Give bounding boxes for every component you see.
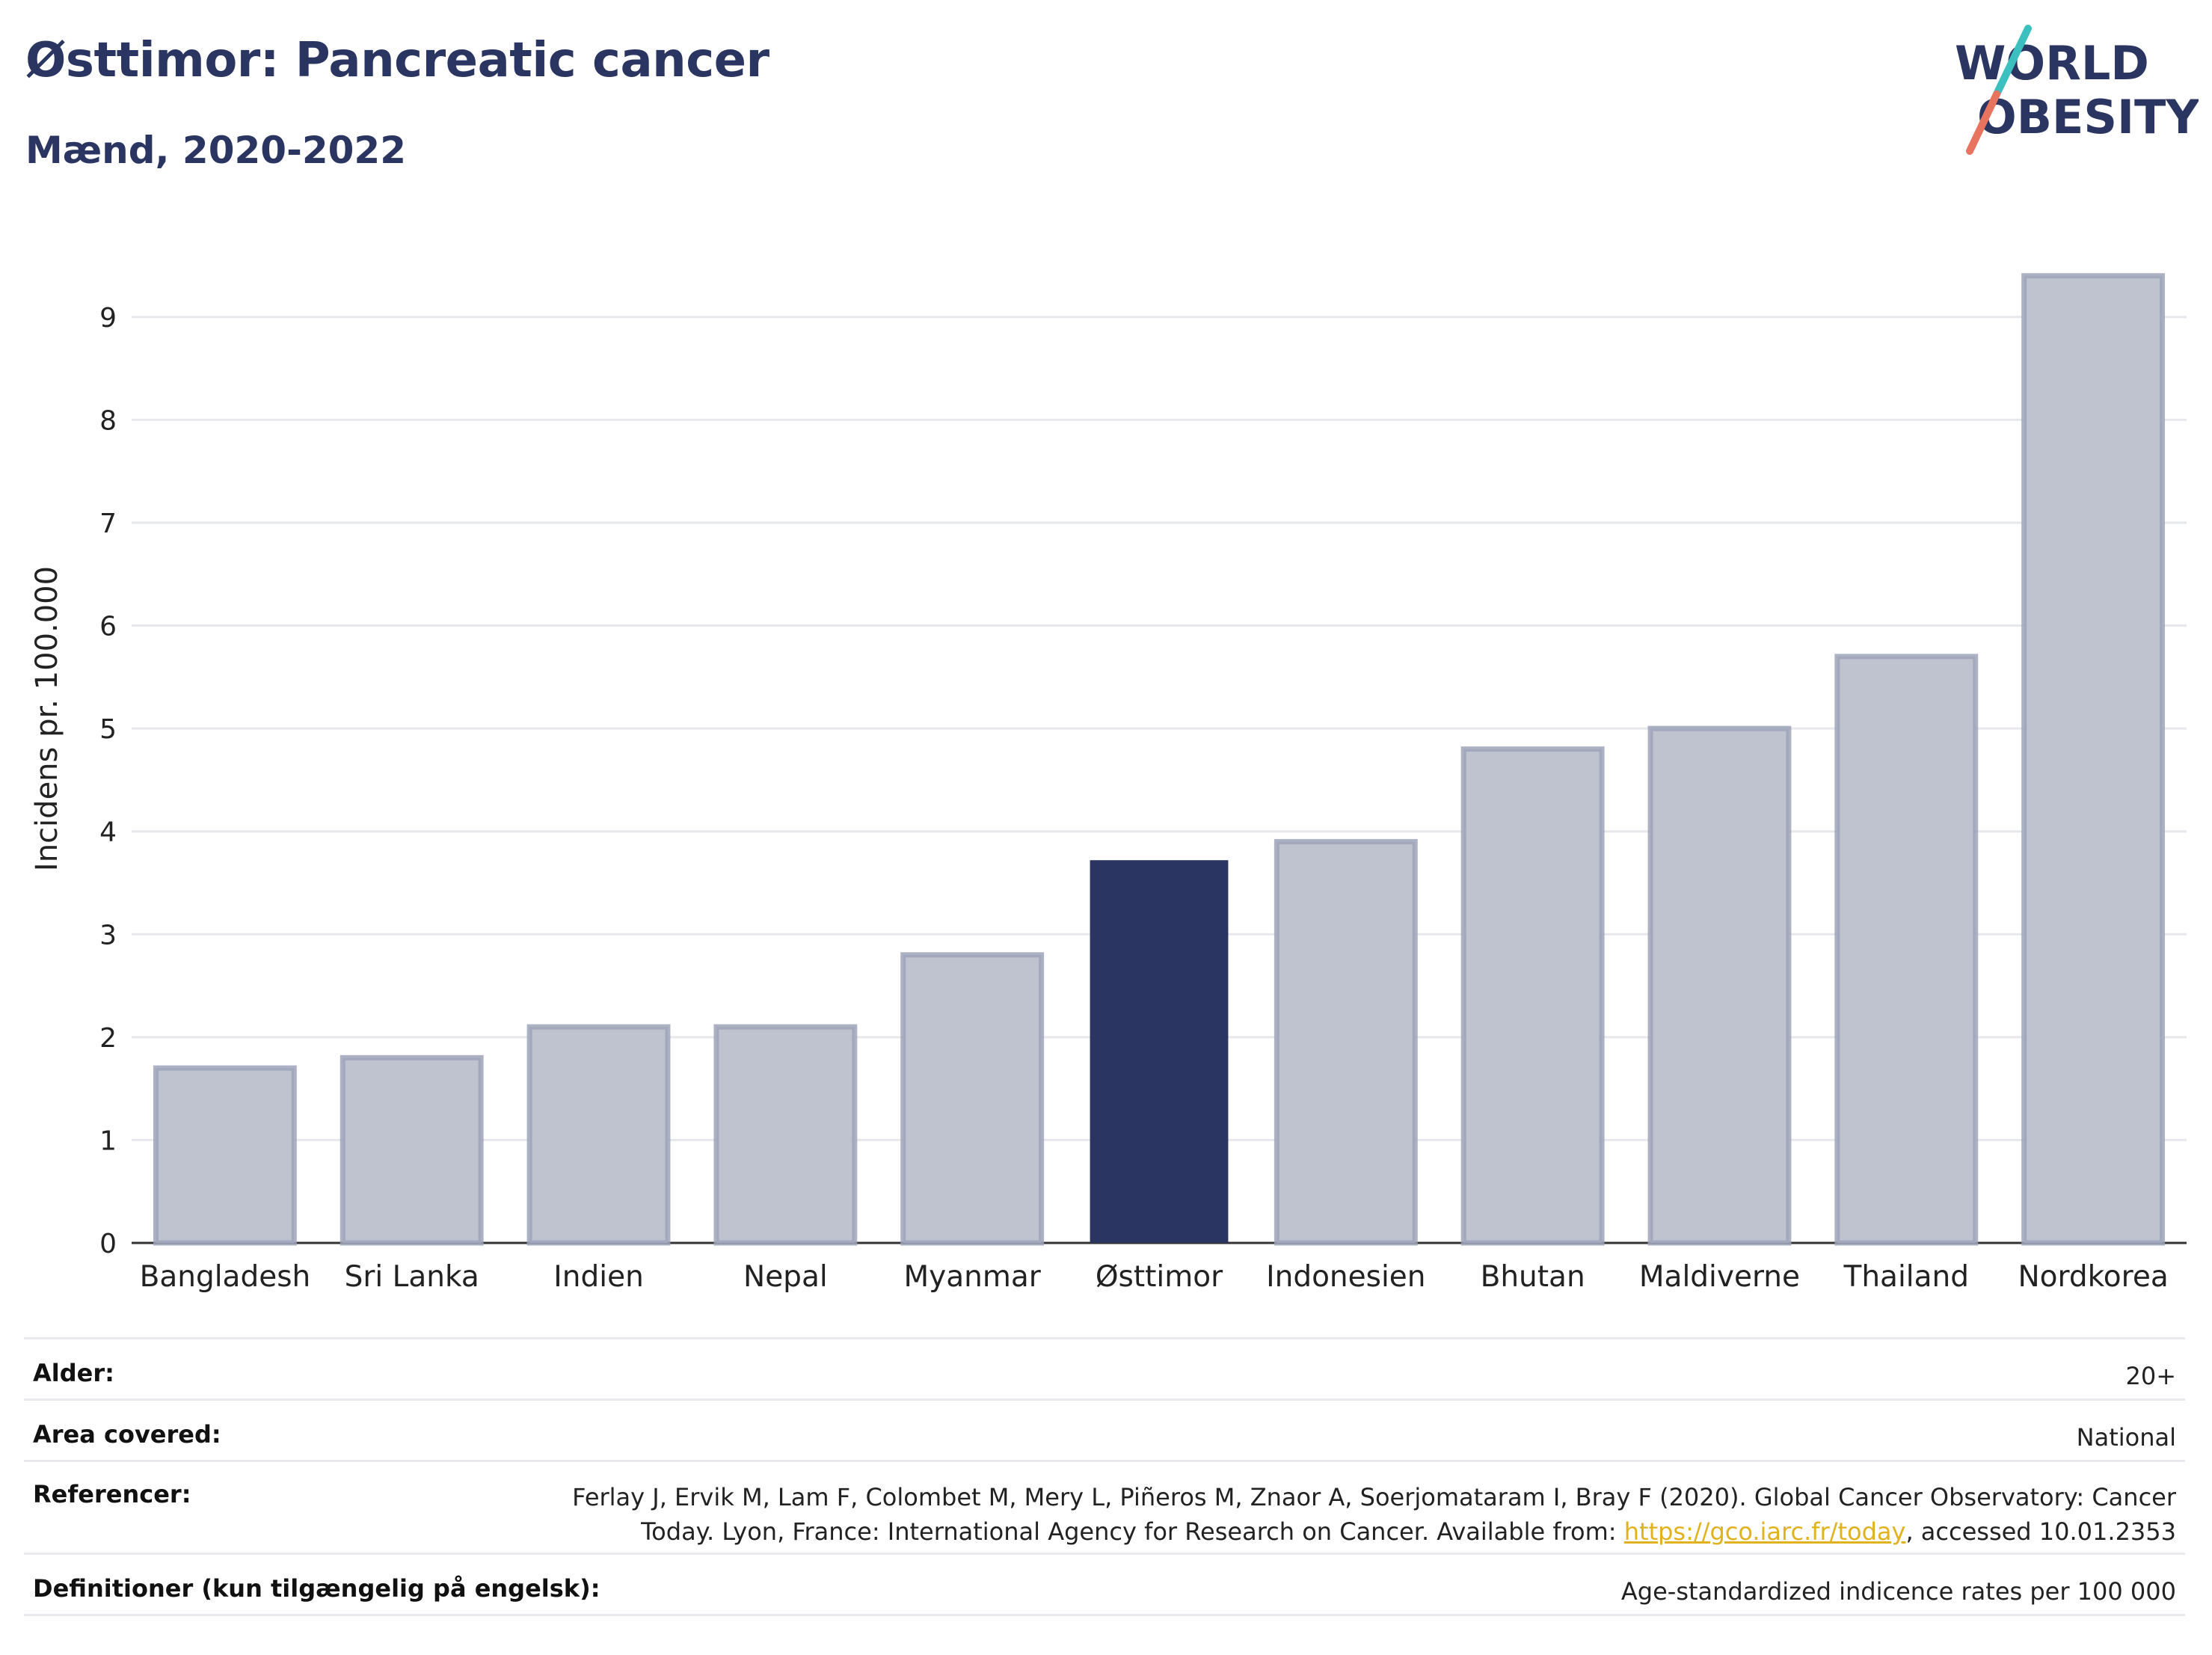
x-tick-label: Nordkorea (2018, 1260, 2168, 1294)
bar-bhutan (1460, 746, 1605, 1246)
bar-chart: 0 1 2 3 4 5 6 7 8 9 Bangladesh Sri Lanka Indien Nepa… (30, 273, 2187, 1294)
x-tick-label: Bhutan (1481, 1260, 1585, 1294)
references-link[interactable]: https://gco.iarc.fr/today (1623, 1517, 1906, 1547)
logo-slash-coral (1966, 90, 2000, 155)
x-tick-label: Maldiverne (1639, 1260, 1800, 1294)
bar-bangladesh (153, 1065, 297, 1246)
y-tick-label: 3 (99, 920, 117, 951)
y-axis-label: Incidens pr. 100.000 (30, 566, 64, 871)
bar-nordkorea (2021, 273, 2166, 1246)
bar-thailand (1834, 654, 1979, 1246)
logo-slash-teal (1993, 25, 2032, 98)
y-tick-label: 8 (99, 405, 117, 436)
definitions-label: Definitioner (kun tilgængelig på engelsk… (33, 1574, 600, 1603)
x-tick-label: Indonesien (1266, 1260, 1425, 1294)
x-tick-label: Østtimor (1096, 1260, 1223, 1294)
y-tick-label: 5 (99, 714, 117, 745)
y-tick-label: 0 (99, 1229, 117, 1259)
x-tick-label: Nepal (743, 1260, 828, 1294)
world-obesity-logo: WORLD OBESITY (1955, 25, 2199, 155)
references-label: Referencer: (33, 1480, 191, 1508)
area-value: National (2076, 1423, 2176, 1452)
x-tick-label: Indien (553, 1260, 644, 1294)
meta-row-age: Alder: 20+ (24, 1337, 2185, 1398)
chart-subtitle: Mænd, 2020-2022 (25, 129, 407, 172)
references-accessed: , accessed 10.01.2353 (1905, 1517, 2176, 1547)
references-line1: Ferlay J, Ervik M, Lam F, Colombet M, Me… (572, 1483, 2176, 1511)
x-tick-label: Myanmar (904, 1260, 1042, 1294)
x-tick-label: Sri Lanka (345, 1260, 479, 1294)
meta-row-definitions: Definitioner (kun tilgængelig på engelsk… (24, 1553, 2185, 1614)
bar-indonesien (1274, 838, 1418, 1246)
y-tick-label: 2 (99, 1023, 117, 1054)
bar-maldiverne (1647, 725, 1792, 1246)
meta-row-references: Referencer: Ferlay J, Ervik M, Lam F, Co… (24, 1460, 2185, 1553)
meta-row-area: Area covered: National (24, 1398, 2185, 1460)
bar-nepal (713, 1024, 858, 1246)
x-tick-label: Bangladesh (140, 1260, 311, 1294)
y-tick-label: 9 (99, 303, 117, 334)
logo-text-obesity: OBESITY (1977, 90, 2199, 144)
references-value: Ferlay J, Ervik M, Lam F, Colombet M, Me… (572, 1480, 2176, 1550)
chart-title: Østtimor: Pancreatic cancer (25, 33, 769, 88)
logo-text-world: WORLD (1955, 36, 2149, 90)
x-tick-label: Thailand (1843, 1260, 1969, 1294)
references-line2: Today. Lyon, France: International Agenc… (641, 1517, 1624, 1547)
bar-sri-lanka (340, 1054, 484, 1246)
y-tick-label: 7 (99, 509, 117, 539)
meta-bottom-divider (24, 1614, 2185, 1616)
age-value: 20+ (2125, 1362, 2176, 1390)
y-tick-label: 4 (99, 817, 117, 848)
y-tick-label: 1 (99, 1126, 117, 1156)
bar-myanmar (900, 952, 1045, 1246)
y-axis-ticks: 0 1 2 3 4 5 6 7 8 9 (99, 303, 117, 1259)
x-axis-ticks: Bangladesh Sri Lanka Indien Nepal Myanmar Øst… (140, 1260, 2169, 1294)
area-label: Area covered: (33, 1420, 221, 1449)
y-tick-label: 6 (99, 612, 117, 642)
bars (153, 273, 2166, 1246)
bar-østtimor (1090, 860, 1229, 1243)
bar-indien (526, 1024, 671, 1246)
age-label: Alder: (33, 1359, 114, 1387)
definitions-value: Age-standardized indicence rates per 100… (1620, 1577, 2176, 1606)
